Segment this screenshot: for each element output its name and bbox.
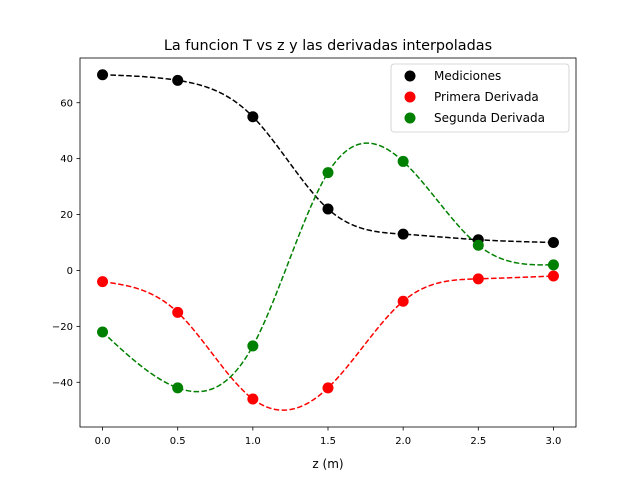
x-axis-label: z (m) bbox=[312, 457, 343, 471]
legend-marker-0 bbox=[404, 70, 416, 82]
x-tick-label: 2.0 bbox=[395, 436, 411, 447]
data-point-0-6 bbox=[547, 237, 559, 248]
data-point-0-0 bbox=[97, 69, 109, 81]
data-point-1-2 bbox=[247, 393, 259, 405]
data-point-1-1 bbox=[172, 306, 184, 318]
x-tick-label: 1.5 bbox=[320, 436, 336, 447]
data-point-2-4 bbox=[397, 155, 409, 167]
data-point-1-3 bbox=[322, 382, 334, 394]
data-point-2-2 bbox=[247, 340, 259, 352]
data-point-0-4 bbox=[397, 228, 409, 240]
data-point-0-2 bbox=[247, 111, 259, 123]
y-tick-label: −40 bbox=[52, 378, 73, 389]
y-tick-label: 20 bbox=[60, 210, 73, 221]
x-tick-label: 0.0 bbox=[95, 436, 111, 447]
data-point-2-3 bbox=[322, 167, 334, 179]
axes: 0.0 0.5 1.0 1.5 2.0 2.5 3.0 −40 −20 0 20 40 60 bbox=[52, 57, 577, 447]
data-point-1-6 bbox=[547, 270, 559, 282]
x-tick-label: 3.0 bbox=[546, 436, 562, 447]
data-point-2-1 bbox=[172, 382, 184, 394]
legend-label-1: Primera Derivada bbox=[434, 90, 539, 104]
legend: Mediciones Primera Derivada Segunda Deriva… bbox=[390, 63, 570, 133]
series-line-2 bbox=[102, 142, 554, 393]
legend-marker-2 bbox=[404, 112, 416, 124]
y-tick-label: 40 bbox=[60, 154, 73, 165]
data-point-2-0 bbox=[97, 326, 109, 338]
chart-title: La funcion T vs z y las derivadas interp… bbox=[164, 38, 492, 54]
y-tick-label: −20 bbox=[52, 322, 73, 333]
legend-label-0: Mediciones bbox=[434, 69, 501, 83]
x-tick-label: 2.5 bbox=[470, 436, 486, 447]
legend-box bbox=[390, 63, 570, 133]
x-tick-label: 1.0 bbox=[245, 436, 261, 447]
data-point-1-4 bbox=[397, 295, 409, 307]
data-point-1-0 bbox=[97, 276, 109, 288]
x-tick-label: 0.5 bbox=[170, 436, 186, 447]
data-point-0-3 bbox=[322, 203, 334, 215]
data-point-2-6 bbox=[547, 259, 559, 271]
y-tick-label: 0 bbox=[67, 266, 73, 277]
data-point-2-5 bbox=[472, 239, 484, 251]
legend-marker-1 bbox=[404, 91, 416, 103]
y-tick-label: 60 bbox=[60, 98, 73, 109]
data-point-1-5 bbox=[472, 273, 484, 285]
data-point-0-1 bbox=[172, 74, 184, 86]
legend-label-2: Segunda Derivada bbox=[434, 111, 545, 125]
